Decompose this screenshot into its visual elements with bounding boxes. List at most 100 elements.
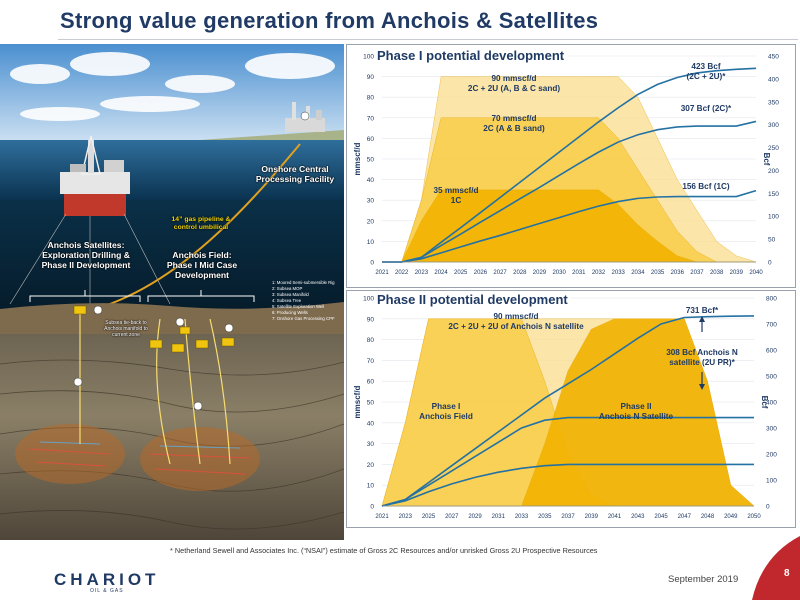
annotation-line: 307 Bcf (2C)* [680, 104, 732, 113]
section-brackets [29, 290, 255, 302]
y2-tick-label: 700 [766, 322, 777, 329]
legend-item: 4: Subsea Tree [272, 298, 302, 303]
semi-submersible-rig [60, 135, 130, 216]
x-tick-label: 2026 [474, 270, 488, 276]
y2-tick-label: 50 [768, 237, 776, 244]
subsea-tieback-label: Subsea tie-back to Anchois manifold to c… [104, 320, 148, 338]
y2-tick-label: 600 [766, 348, 777, 355]
y-tick-label: 40 [367, 177, 375, 184]
annotation-line: 70 mmscf/d [491, 114, 537, 123]
y-tick-label: 90 [367, 316, 375, 323]
chart-annotation: 90 mmscf/d 2C + 2U + 2U of Anchois N sate… [446, 312, 586, 332]
y2-axis-label: Bcf [762, 153, 771, 166]
onshore-facility-label: Onshore Central Processing Facility [255, 164, 335, 184]
x-tick-label: 2029 [468, 514, 482, 520]
x-tick-label: 2040 [749, 270, 763, 276]
arrow-down-head [699, 384, 705, 390]
chart-annotation: 70 mmscf/d 2C (A & B sand) [444, 114, 584, 134]
chart-annotation: 731 Bcf* [632, 306, 772, 316]
x-tick-label: 2030 [552, 270, 566, 276]
legend-item: 6: Producing Wells [272, 310, 308, 315]
annotation-line: 2C + 2U + 2U of Anchois N satellite [448, 322, 584, 331]
annotation-line: 156 Bcf (1C) [682, 182, 730, 191]
equipment-legend: 1: Moored Semi-submersible Rig 2: Subsea… [272, 280, 335, 322]
annotation-line: 90 mmscf/d [491, 74, 537, 83]
sea-surface [0, 140, 344, 200]
slide-title: Strong value generation from Anchois & S… [60, 8, 599, 33]
annotation-line: 90 mmscf/d [493, 312, 539, 321]
x-tick-label: 2023 [415, 270, 429, 276]
legend-item: 5: Satellite Exploration Well [272, 304, 325, 309]
x-tick-label: 2027 [445, 514, 459, 520]
x-tick-label: 2048 [701, 514, 715, 520]
annotation-line: 1C [450, 196, 462, 205]
x-tick-label: 2023 [399, 514, 413, 520]
phase2-chart: 0 10 20 30 40 50 60 70 80 90 100 0 100 200 300 400 500 60… [346, 290, 796, 528]
x-tick-label: 2037 [690, 270, 704, 276]
footnote: * Netherland Sewell and Associates Inc. … [170, 546, 598, 555]
y2-tick-label: 400 [766, 400, 777, 407]
cumulative-line-1 [382, 67, 757, 263]
y2-tick-label: 200 [768, 168, 779, 175]
x-tick-label: 2031 [572, 270, 586, 276]
logo-subtext: OIL & GAS [90, 588, 124, 594]
x-tick-label: 2037 [561, 514, 575, 520]
x-tick-label: 2033 [515, 514, 529, 520]
y-tick-label: 20 [367, 218, 375, 225]
x-tick-label: 2024 [434, 270, 448, 276]
y-tick-label: 70 [367, 358, 375, 365]
y-tick-label: 50 [367, 157, 375, 164]
phase2-chart-svg: 0 10 20 30 40 50 60 70 80 90 100 0 100 200 300 400 500 60… [346, 290, 796, 528]
x-tick-label: 2036 [671, 270, 685, 276]
title-divider [58, 39, 798, 40]
annotation-line: Phase I [431, 402, 461, 411]
satellites-label: Anchois Satellites: Exploration Drilling… [41, 240, 131, 270]
y-tick-label: 80 [367, 337, 375, 344]
chart-annotation: Phase I Anchois Field [376, 402, 516, 422]
annotation-line: 423 Bcf [691, 62, 721, 71]
x-tick-label: 2031 [492, 514, 506, 520]
x-tick-label: 2025 [454, 270, 468, 276]
mooring-lines [9, 213, 171, 309]
x-tick-label: 2043 [631, 514, 645, 520]
x-tick-label: 2032 [592, 270, 606, 276]
x-tick-label: 2035 [538, 514, 552, 520]
annotation-line: Anchois Field [419, 412, 473, 421]
y2-tick-label: 300 [768, 122, 779, 129]
x-tick-label: 2045 [654, 514, 668, 520]
phase2-chart-title: Phase II potential development [374, 292, 571, 307]
y2-tick-label: 450 [768, 54, 779, 61]
cumulative-line-2 [381, 416, 754, 507]
chart-annotation: 307 Bcf (2C)* [636, 104, 776, 114]
annotation-line: satellite (2U PR)* [669, 358, 735, 367]
cumulative-line-2 [382, 120, 757, 263]
phase1-chart: 0 10 20 30 40 50 60 70 80 90 100 0 50 100 150 200 250 300… [346, 44, 796, 288]
y-tick-label: 60 [367, 136, 375, 143]
y2-tick-label: 800 [766, 296, 777, 303]
y-tick-label: 10 [367, 239, 375, 246]
x-tick-label: 2022 [395, 270, 409, 276]
y-tick-label: 70 [367, 115, 375, 122]
annotation-line: Phase II [620, 402, 652, 411]
y2-tick-label: 200 [766, 452, 777, 459]
y-tick-label: 30 [367, 441, 375, 448]
legend-item: 1: Moored Semi-submersible Rig [272, 280, 335, 285]
legend-item: 7: Onshore Gas Processing CPF [272, 316, 335, 321]
development-illustration: Onshore Central Processing Facility 14” … [0, 44, 344, 540]
y-tick-label: 0 [370, 260, 374, 267]
deep-water [0, 200, 344, 310]
y2-tick-label: 500 [766, 374, 777, 381]
y2-tick-label: 100 [768, 214, 779, 221]
x-tick-label: 2028 [513, 270, 527, 276]
gas-pipeline [94, 143, 301, 310]
x-tick-label: 2035 [651, 270, 665, 276]
y2-tick-label: 350 [768, 99, 779, 106]
annotation-line: 308 Bcf Anchois N [666, 348, 738, 357]
company-logo: CHARIOT OIL & GAS [54, 570, 159, 594]
x-tick-label: 2038 [710, 270, 724, 276]
phase1-chart-svg: 0102030405060708090100050100150200250300… [346, 44, 796, 288]
arrow-up-head [699, 316, 705, 322]
y2-tick-label: 250 [768, 145, 779, 152]
y-tick-label: 100 [363, 54, 374, 61]
